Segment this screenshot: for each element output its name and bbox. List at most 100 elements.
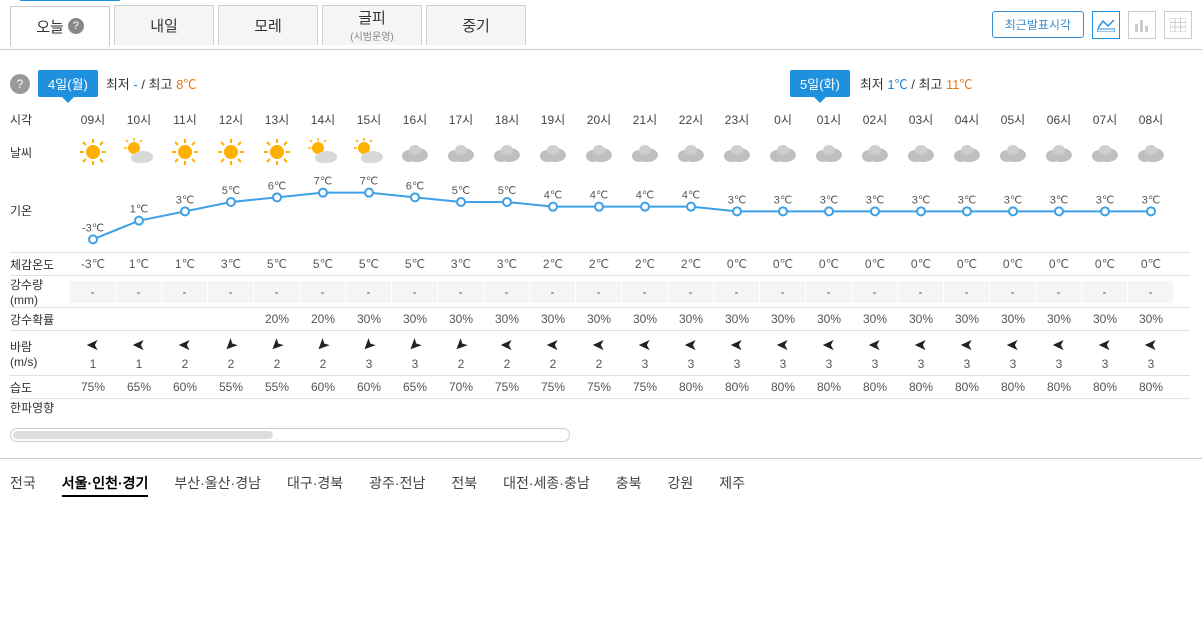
time-cell: 20시 (576, 107, 622, 132)
day-header: ? 4일(월) 최저 - / 최고 8℃ 5일(화) 최저 1℃ / 최고 11… (10, 70, 1190, 97)
time-cell: 19시 (530, 107, 576, 132)
humid-cell: 70% (438, 376, 484, 398)
pop-cell: 30% (1082, 308, 1128, 330)
tab-모레[interactable]: 모레 (218, 5, 318, 45)
wind-cell: ➤3 (622, 331, 668, 375)
wind-arrow-icon: ➤ (592, 335, 605, 355)
wind-arrow-icon: ➤ (638, 335, 651, 355)
precip-cell: - (576, 281, 622, 303)
feel-cell: 5℃ (300, 253, 346, 275)
day1-badge[interactable]: 4일(월) (38, 70, 98, 97)
humid-cell: 75% (70, 376, 116, 398)
help-icon[interactable]: ? (10, 74, 30, 94)
humid-cell: 80% (668, 376, 714, 398)
horizontal-scrollbar[interactable] (10, 428, 570, 442)
feel-cell: 0℃ (1082, 253, 1128, 275)
pop-cell: 30% (392, 308, 438, 330)
precip-cell: - (714, 281, 760, 303)
tab-오늘[interactable]: 오늘? (10, 6, 110, 46)
wind-arrow-icon: ➤ (546, 335, 559, 355)
pop-row: 강수확률 20%20%30%30%30%30%30%30%30%30%30%30… (10, 308, 1190, 330)
region-tab[interactable]: 강원 (668, 473, 694, 497)
humid-cell: 80% (1036, 376, 1082, 398)
time-label: 시각 (10, 107, 70, 132)
svg-text:3℃: 3℃ (1004, 194, 1022, 206)
svg-text:6℃: 6℃ (268, 180, 286, 192)
wind-cell: ➤1 (116, 331, 162, 375)
temp-chart: -3℃1℃3℃5℃6℃7℃7℃6℃5℃5℃4℃4℃4℃4℃3℃3℃3℃3℃3℃3… (70, 172, 1174, 252)
wind-cell: ➤3 (898, 331, 944, 375)
view-table-icon[interactable] (1164, 11, 1192, 39)
pop-cell: 30% (622, 308, 668, 330)
weather-icon-cloud (944, 132, 990, 172)
humid-label: 습도 (10, 376, 70, 398)
region-tab[interactable]: 충북 (616, 473, 642, 497)
wind-arrow-icon: ➤ (1144, 335, 1157, 355)
svg-text:3℃: 3℃ (1142, 194, 1160, 206)
time-cell: 23시 (714, 107, 760, 132)
region-tab[interactable]: 대구·경북 (287, 473, 343, 497)
feel-cell: 5℃ (254, 253, 300, 275)
weather-icon-cloud (990, 132, 1036, 172)
time-cell: 10시 (116, 107, 162, 132)
tab-내일[interactable]: 내일 (114, 5, 214, 45)
svg-text:-3℃: -3℃ (82, 222, 104, 234)
svg-text:3℃: 3℃ (1096, 194, 1114, 206)
time-cell: 13시 (254, 107, 300, 132)
pop-cell: 30% (990, 308, 1036, 330)
weather-icon-suncloud (116, 132, 162, 172)
region-tab[interactable]: 대전·세종·충남 (503, 473, 590, 497)
region-tab[interactable]: 전북 (451, 473, 477, 497)
weather-icon-cloud (714, 132, 760, 172)
wind-cell: ➤3 (346, 331, 392, 375)
region-tab[interactable]: 제주 (719, 473, 745, 497)
tab-중기[interactable]: 중기 (426, 5, 526, 45)
time-cell: 22시 (668, 107, 714, 132)
help-icon: ? (68, 18, 84, 34)
pop-label: 강수확률 (10, 308, 70, 330)
pop-cell: 30% (714, 308, 760, 330)
region-tab[interactable]: 서울·인천·경기 (62, 473, 149, 497)
wind-cell: ➤3 (714, 331, 760, 375)
wind-arrow-icon: ➤ (914, 335, 927, 355)
time-cell: 09시 (70, 107, 116, 132)
region-tab[interactable]: 전국 (10, 473, 36, 497)
svg-text:4℃: 4℃ (682, 190, 700, 202)
feel-cell: 0℃ (898, 253, 944, 275)
pop-cell: 30% (852, 308, 898, 330)
wind-arrow-icon: ➤ (265, 333, 289, 357)
weather-icon-cloud (806, 132, 852, 172)
humid-cell: 80% (714, 376, 760, 398)
humid-cell: 75% (484, 376, 530, 398)
day2-badge[interactable]: 5일(화) (790, 70, 850, 97)
pop-cell: 30% (484, 308, 530, 330)
precip-cell: - (530, 281, 576, 303)
wind-arrow-icon: ➤ (449, 333, 473, 357)
tab-글피[interactable]: 글피(시범운영) (322, 5, 422, 45)
temp-label: 기온 (10, 202, 32, 219)
weather-row: 날씨 (10, 132, 1190, 172)
weather-icon-cloud (1036, 132, 1082, 172)
humid-cell: 60% (162, 376, 208, 398)
view-chart-icon[interactable] (1092, 11, 1120, 39)
pop-cell: 30% (944, 308, 990, 330)
time-cell: 17시 (438, 107, 484, 132)
recent-time-button[interactable]: 최근발표시각 (992, 11, 1084, 38)
precip-cell: - (208, 281, 254, 303)
wind-arrow-icon: ➤ (178, 335, 191, 355)
humid-cell: 80% (1128, 376, 1174, 398)
precip-cell: - (346, 281, 392, 303)
svg-text:3℃: 3℃ (774, 194, 792, 206)
time-cell: 06시 (1036, 107, 1082, 132)
view-bar-icon[interactable] (1128, 11, 1156, 39)
precip-cell: - (668, 281, 714, 303)
weather-icon-cloud (668, 132, 714, 172)
region-tab[interactable]: 광주·전남 (369, 473, 425, 497)
feel-cell: 5℃ (392, 253, 438, 275)
svg-text:3℃: 3℃ (866, 194, 884, 206)
feel-cell: 2℃ (576, 253, 622, 275)
precip-cell: - (438, 281, 484, 303)
pop-cell: 20% (300, 308, 346, 330)
region-tab[interactable]: 부산·울산·경남 (174, 473, 261, 497)
wind-cell: ➤3 (760, 331, 806, 375)
